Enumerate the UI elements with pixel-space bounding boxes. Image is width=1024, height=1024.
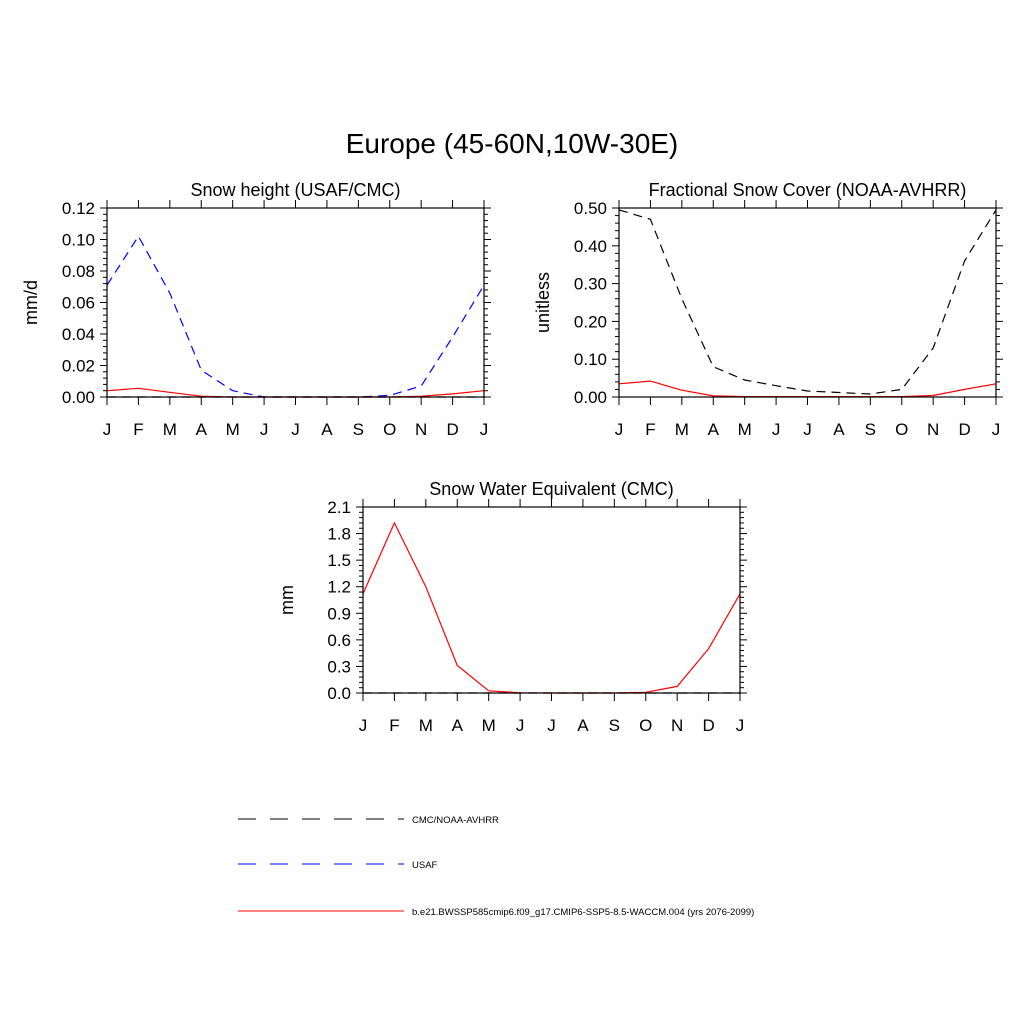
x-tick-label: A — [577, 716, 589, 735]
x-tick-label: N — [671, 716, 683, 735]
y-tick-label: 0.10 — [62, 231, 95, 250]
y-tick-label: 0.9 — [327, 604, 351, 623]
series-line-b — [362, 521, 741, 694]
x-tick-label: J — [736, 716, 745, 735]
y-tick-label: 1.8 — [327, 525, 351, 544]
series-line-b — [106, 387, 485, 398]
x-tick-label: F — [645, 420, 655, 439]
x-tick-label: J — [547, 716, 556, 735]
x-tick-label: M — [482, 716, 496, 735]
y-axis-label: unitless — [533, 272, 553, 333]
x-tick-label: M — [226, 420, 240, 439]
legend-label: USAF — [412, 860, 438, 871]
y-axis-label: mm — [277, 585, 297, 615]
panel-title: Fractional Snow Cover (NOAA-AVHRR) — [649, 180, 967, 200]
x-tick-label: A — [833, 420, 845, 439]
x-tick-label: J — [803, 420, 812, 439]
x-tick-label: F — [133, 420, 143, 439]
x-tick-label: F — [389, 716, 399, 735]
panel-snow-water-equivalent: Snow Water Equivalent (CMC) mm 0.0 0.3 0.6 0.… — [277, 479, 747, 735]
x-tick-label: S — [609, 716, 620, 735]
x-tick-label: A — [708, 420, 720, 439]
series-line-usaf — [106, 235, 485, 398]
x-tick-label: D — [958, 420, 970, 439]
y-tick-label: 0.10 — [574, 350, 607, 369]
panel-snow-height: Snow height (USAF/CMC) mm/d 0.00 0.02 0.04 0.… — [21, 180, 491, 439]
x-tick-label: N — [415, 420, 427, 439]
panel-title: Snow Water Equivalent (CMC) — [429, 479, 673, 499]
legend: CMC/NOAA-AVHRR USAF b.e21.BWSSP585cmip6.f0… — [238, 815, 754, 918]
panel-fractional-snow-cover: Fractional Snow Cover (NOAA-AVHRR) unitle… — [533, 180, 1003, 439]
x-tick-label: M — [419, 716, 433, 735]
y-tick-label: 0.40 — [574, 237, 607, 256]
y-tick-label: 0.06 — [62, 294, 95, 313]
x-tick-label: J — [291, 420, 300, 439]
series-line-cmc — [618, 209, 997, 395]
x-tick-label: D — [702, 716, 714, 735]
y-tick-label: 0.6 — [327, 631, 351, 650]
x-tick-label: J — [992, 420, 1001, 439]
x-tick-label: A — [321, 420, 333, 439]
x-tick-label: J — [615, 420, 624, 439]
plot-frame — [106, 207, 485, 398]
x-tick-label: J — [480, 420, 489, 439]
x-tick-label: A — [196, 420, 208, 439]
x-tick-label: S — [353, 420, 364, 439]
legend-label: CMC/NOAA-AVHRR — [412, 815, 499, 826]
x-tick-label: M — [738, 420, 752, 439]
legend-label: b.e21.BWSSP585cmip6.f09_g17.CMIP6-SSP5-8… — [412, 907, 754, 918]
y-tick-label: 0.12 — [62, 199, 95, 218]
x-tick-label: J — [516, 716, 525, 735]
x-tick-label: J — [359, 716, 368, 735]
y-tick-label: 0.04 — [62, 325, 95, 344]
x-tick-label: O — [639, 716, 652, 735]
y-tick-label: 0.02 — [62, 357, 95, 376]
x-tick-label: J — [260, 420, 269, 439]
x-tick-label: M — [675, 420, 689, 439]
x-tick-label: N — [927, 420, 939, 439]
y-tick-label: 0.00 — [574, 388, 607, 407]
panel-title: Snow height (USAF/CMC) — [190, 180, 400, 200]
x-tick-label: A — [452, 716, 464, 735]
x-tick-label: J — [772, 420, 781, 439]
x-tick-label: O — [383, 420, 396, 439]
y-tick-label: 1.5 — [327, 551, 351, 570]
y-tick-label: 0.3 — [327, 657, 351, 676]
y-tick-label: 0.00 — [62, 388, 95, 407]
x-tick-label: M — [163, 420, 177, 439]
x-tick-label: J — [103, 420, 112, 439]
y-tick-label: 0.50 — [574, 199, 607, 218]
x-tick-label: D — [446, 420, 458, 439]
y-tick-label: 0.20 — [574, 312, 607, 331]
y-tick-label: 1.2 — [327, 578, 351, 597]
plot-frame — [618, 207, 997, 398]
figure-title: Europe (45-60N,10W-30E) — [345, 128, 679, 159]
y-axis-label: mm/d — [21, 280, 41, 325]
y-tick-label: 0.0 — [327, 684, 351, 703]
x-tick-label: S — [865, 420, 876, 439]
y-tick-label: 0.30 — [574, 275, 607, 294]
y-tick-label: 2.1 — [327, 498, 351, 517]
plot-frame — [362, 506, 741, 694]
series-line-b — [618, 380, 997, 398]
x-tick-label: O — [895, 420, 908, 439]
y-tick-label: 0.08 — [62, 262, 95, 281]
